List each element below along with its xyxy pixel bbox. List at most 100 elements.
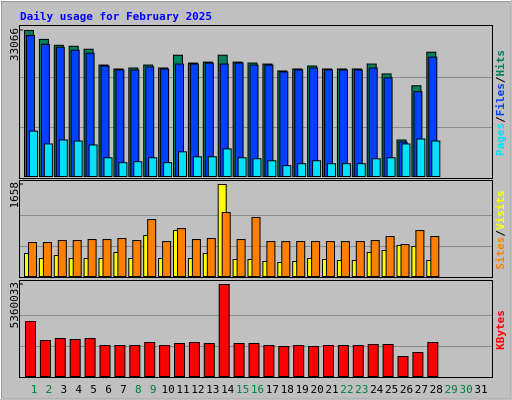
y-tick-label: 1658: [8, 182, 21, 209]
bar: [281, 241, 291, 277]
bar: [294, 69, 304, 177]
x-tick-label: 15: [236, 383, 249, 396]
bar: [266, 241, 276, 277]
x-tick-label: 27: [415, 383, 428, 396]
bar: [133, 161, 143, 178]
bar: [43, 143, 53, 178]
bar: [99, 345, 111, 377]
bar: [338, 69, 348, 177]
bar: [54, 338, 66, 378]
bar: [370, 240, 380, 277]
bar: [102, 239, 112, 277]
x-tick-label: 6: [105, 383, 112, 396]
bar: [430, 236, 440, 277]
bar: [263, 345, 275, 377]
legend-separator: /: [494, 230, 507, 237]
legend: Pages/Files/Hits: [494, 50, 507, 156]
legend-entry: Files: [494, 83, 507, 116]
bar: [25, 321, 36, 377]
x-tick-label: 26: [400, 383, 413, 396]
bar: [311, 241, 321, 277]
bar: [147, 219, 157, 277]
bar: [160, 68, 170, 177]
x-tick-label: 7: [120, 383, 127, 396]
bar: [28, 242, 37, 278]
bar: [162, 241, 172, 277]
legend-entry: Visits: [494, 190, 507, 230]
bar: [326, 241, 335, 277]
bar: [177, 228, 186, 278]
bar: [264, 64, 274, 177]
bar: [203, 343, 215, 377]
x-tick-label: 10: [161, 383, 174, 396]
bar: [115, 69, 125, 177]
bar: [103, 157, 113, 178]
bar: [267, 160, 277, 178]
bar: [207, 156, 217, 177]
bar: [159, 345, 171, 377]
bar: [248, 343, 260, 377]
bar: [178, 151, 187, 177]
bar: [87, 239, 97, 277]
bar: [296, 241, 306, 277]
bar: [222, 148, 232, 177]
bar: [39, 340, 51, 378]
legend: Sites/Visits: [494, 190, 507, 270]
bar: [237, 157, 247, 178]
y-tick-label: 33066: [8, 28, 21, 61]
bar: [356, 163, 366, 178]
x-tick-label: 25: [385, 383, 398, 396]
bar: [308, 346, 320, 378]
bar: [400, 244, 410, 278]
bar: [312, 160, 322, 178]
x-tick-label: 24: [370, 383, 384, 396]
bar: [84, 338, 96, 378]
bar: [148, 157, 158, 178]
bar: [352, 345, 364, 377]
bar: [129, 345, 141, 377]
x-tick-label: 3: [60, 383, 67, 396]
bar: [297, 163, 307, 178]
bar: [206, 238, 216, 277]
bar: [324, 69, 333, 177]
bar: [73, 140, 83, 177]
bar: [236, 239, 246, 277]
bar: [367, 344, 379, 377]
bar: [353, 69, 363, 177]
x-tick-label: 1: [31, 383, 38, 396]
bar: [88, 144, 98, 178]
x-tick-label: 19: [296, 383, 309, 396]
x-tick-label: 28: [430, 383, 443, 396]
bar: [337, 345, 349, 377]
bar: [57, 240, 67, 277]
bar: [144, 342, 156, 377]
bar: [416, 138, 426, 177]
bar: [29, 130, 38, 178]
bar: [72, 240, 82, 277]
bar: [385, 236, 395, 277]
legend-entry: Pages: [494, 123, 507, 156]
bar: [221, 212, 231, 277]
x-tick-label: 5: [90, 383, 97, 396]
legend-entry: KBytes: [494, 310, 507, 350]
bar: [415, 230, 425, 277]
x-tick-label: 31: [474, 383, 487, 396]
bar: [69, 339, 81, 378]
bar: [341, 163, 351, 178]
legend-entry: Hits: [494, 50, 507, 77]
x-tick-label: 9: [150, 383, 157, 396]
x-tick-label: 21: [325, 383, 338, 396]
x-tick-label: 18: [281, 383, 294, 396]
bar: [431, 140, 441, 177]
bar: [118, 162, 128, 178]
bar: [386, 157, 396, 178]
bar: [192, 156, 202, 177]
x-tick-label: 4: [75, 383, 82, 396]
bar: [427, 342, 439, 377]
y-tick-label: 5360033: [8, 282, 21, 328]
bar: [282, 165, 292, 178]
x-tick-label: 12: [191, 383, 204, 396]
